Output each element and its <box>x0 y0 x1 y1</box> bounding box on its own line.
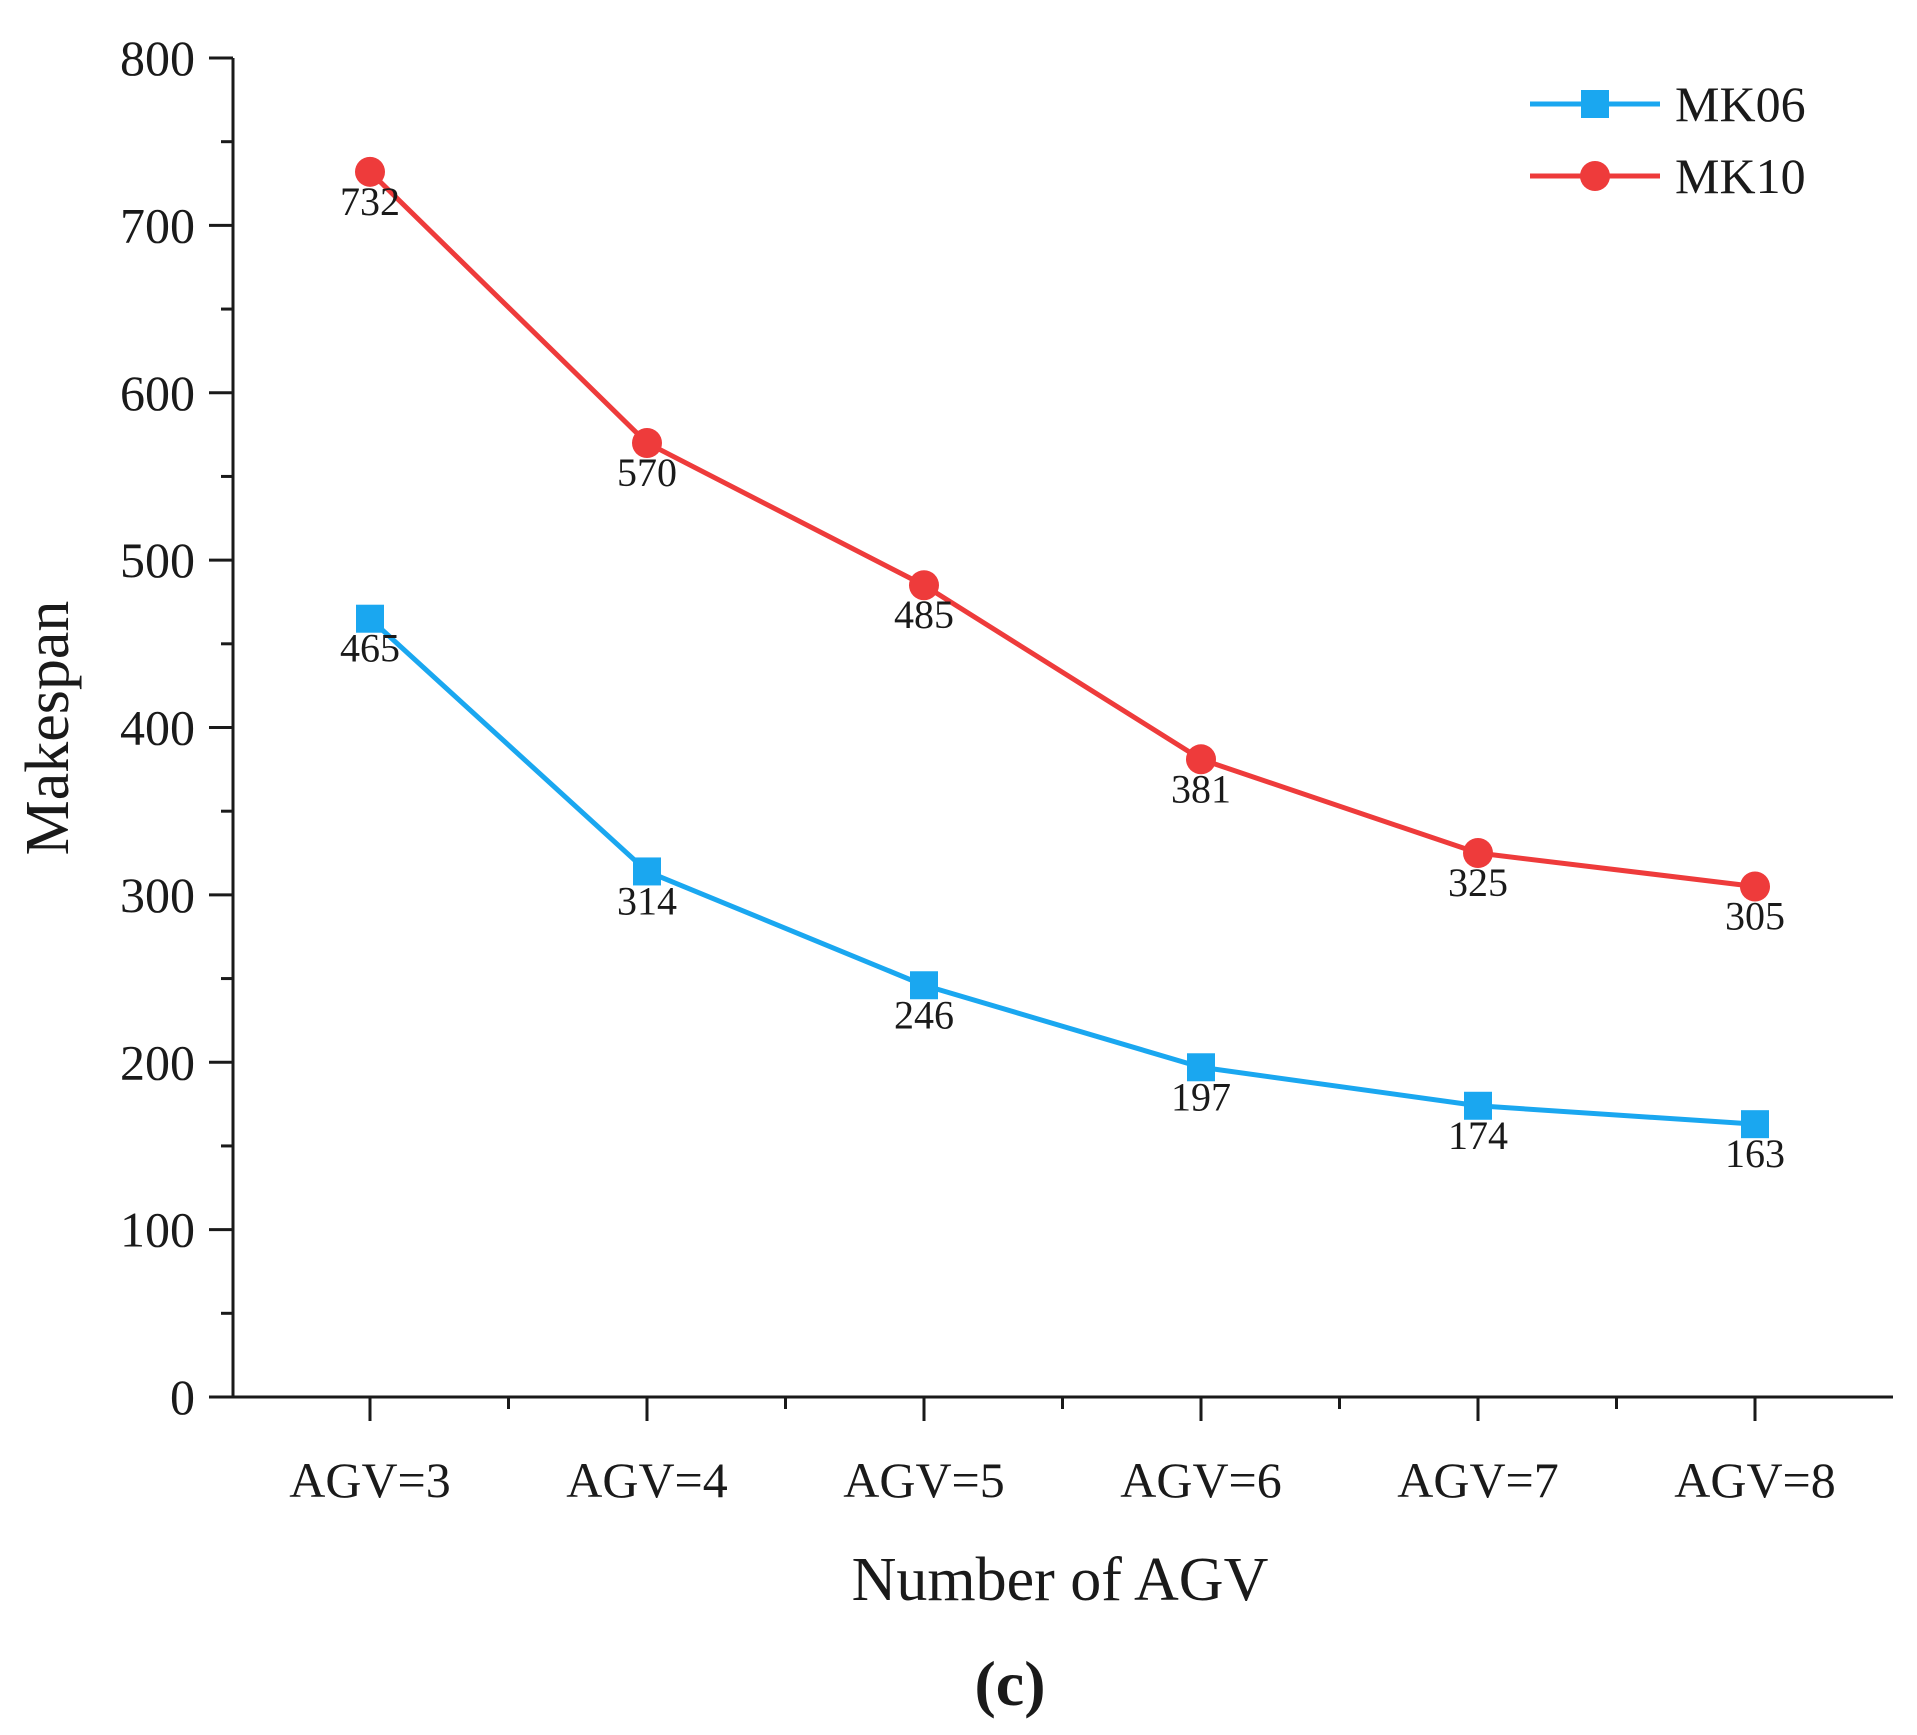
y-tick-label: 700 <box>120 197 195 253</box>
data-label-mk10: 305 <box>1725 894 1785 939</box>
x-axis-title: Number of AGV <box>852 1546 1269 1614</box>
data-label-mk10: 485 <box>894 592 954 637</box>
y-tick-label: 800 <box>120 30 195 86</box>
data-label-mk06: 197 <box>1171 1074 1231 1119</box>
legend-marker-mk06 <box>1581 90 1609 118</box>
legend-label-mk06: MK06 <box>1675 76 1806 132</box>
axes: 0 100 200 300 400 500 600 700 800 AGV=3 AGV=4 AGV=5… <box>120 30 1893 1508</box>
series-mk10: 732 570 485 381 325 305 <box>340 156 1785 939</box>
panel-label: (c) <box>974 1648 1045 1719</box>
data-label-mk06: 174 <box>1448 1113 1508 1158</box>
data-label-mk06: 163 <box>1725 1131 1785 1176</box>
data-label-mk06: 314 <box>617 878 677 923</box>
x-tick-label: AGV=7 <box>1397 1452 1559 1508</box>
data-point-mk10 <box>909 570 939 601</box>
x-tick-label: AGV=5 <box>843 1452 1005 1508</box>
series-line-mk06 <box>368 616 1756 1127</box>
data-label-mk10: 570 <box>617 450 677 495</box>
legend-marker-mk10 <box>1580 161 1610 191</box>
y-tick-label: 300 <box>120 867 195 923</box>
data-point-mk10 <box>355 156 385 187</box>
data-point-mk10 <box>632 427 662 458</box>
data-point-mk06 <box>633 857 661 886</box>
y-tick-label: 100 <box>120 1202 195 1258</box>
y-tick-label: 400 <box>120 700 195 756</box>
y-tick-label: 600 <box>120 365 195 421</box>
y-tick-label: 0 <box>170 1369 195 1425</box>
x-tick-label: AGV=3 <box>289 1452 451 1508</box>
data-label-mk10: 325 <box>1448 860 1508 905</box>
legend-label-mk10: MK10 <box>1675 148 1806 204</box>
y-tick-label: 200 <box>120 1034 195 1090</box>
legend-item-mk10: MK10 <box>1530 148 1806 204</box>
series-group: 465 314 246 197 174 163 732 570 485 381 325 305 <box>340 156 1785 1176</box>
legend: MK06 MK10 <box>1530 76 1806 204</box>
data-point-mk06 <box>1464 1091 1492 1120</box>
data-label-mk06: 246 <box>894 992 954 1037</box>
data-point-mk06 <box>910 971 938 1000</box>
series-mk06: 465 314 246 197 174 163 <box>340 604 1785 1176</box>
y-tick-label: 500 <box>120 532 195 588</box>
data-label-mk10: 732 <box>340 179 400 224</box>
data-point-mk06 <box>1187 1053 1215 1082</box>
data-point-mk06 <box>1741 1110 1769 1139</box>
legend-item-mk06: MK06 <box>1530 76 1806 132</box>
data-point-mk10 <box>1740 871 1770 902</box>
x-tick-label: AGV=8 <box>1674 1452 1836 1508</box>
data-point-mk10 <box>1186 744 1216 775</box>
series-line-mk10 <box>368 170 1756 889</box>
data-point-mk06 <box>356 604 384 633</box>
x-tick-label: AGV=4 <box>566 1452 728 1508</box>
data-point-mk10 <box>1463 838 1493 869</box>
data-label-mk06: 465 <box>340 626 400 671</box>
y-axis-title: Makespan <box>14 601 82 856</box>
x-tick-label: AGV=6 <box>1120 1452 1282 1508</box>
data-label-mk10: 381 <box>1171 766 1231 811</box>
